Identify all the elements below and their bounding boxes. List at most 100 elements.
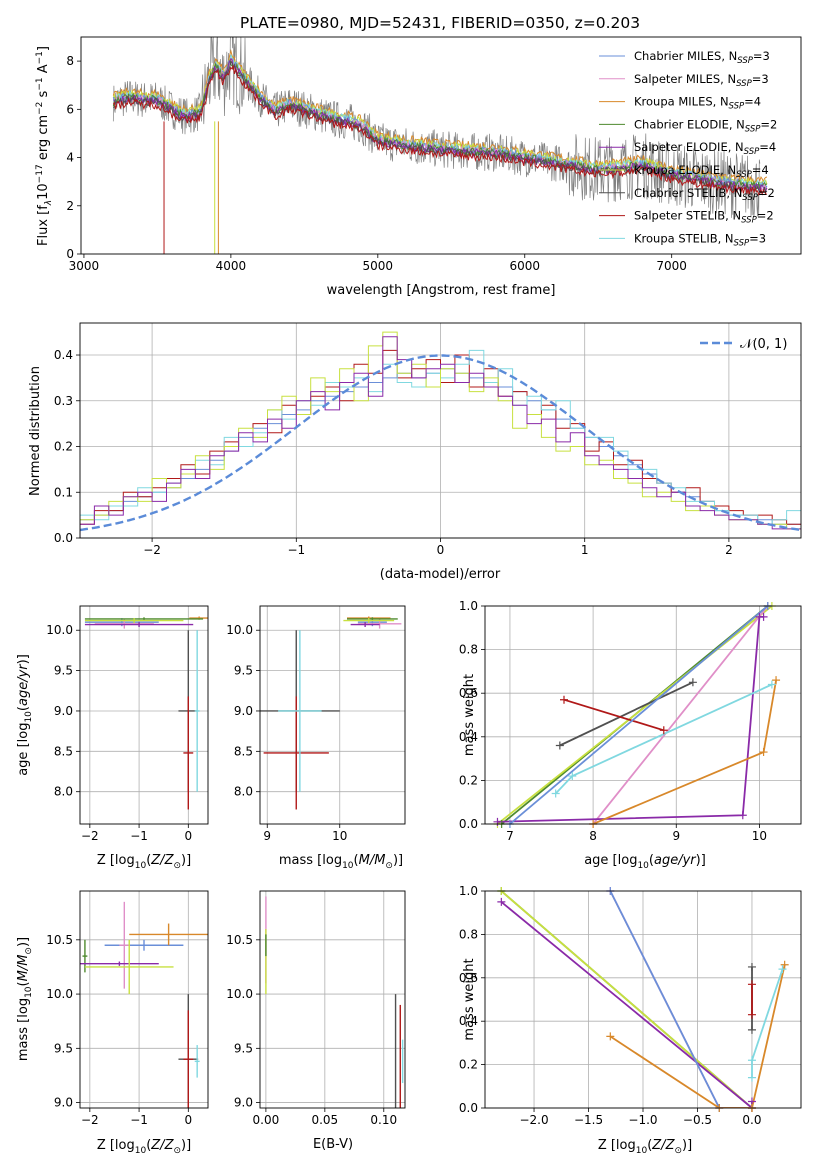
- legend-n: =2: [760, 117, 777, 131]
- legend-n: =4: [759, 140, 776, 154]
- series-kroupa-stelib: [555, 683, 773, 795]
- label-part: 10: [24, 986, 34, 998]
- y-tick-label: 9.5: [54, 1041, 73, 1055]
- x-tick-label: 2: [725, 543, 733, 557]
- label-part: ⊙: [385, 861, 393, 871]
- y-tick-label: 10.5: [226, 933, 253, 947]
- y-label-part: λ: [44, 200, 54, 206]
- y-label-part: −17: [35, 164, 45, 183]
- y-tick-label: 0.4: [459, 1014, 478, 1028]
- y-tick-label: 1.0: [459, 599, 478, 613]
- x-tick-label: 5000: [363, 259, 394, 273]
- series-chabrier-stelib: [559, 681, 694, 747]
- legend-label: Salpeter ELODIE, NSSP=4: [634, 140, 776, 157]
- marker-plus: [747, 1010, 756, 1019]
- legend-sub: SSP: [742, 193, 758, 203]
- x-tick-label: −2: [81, 1113, 99, 1127]
- label-part: mass [log: [279, 853, 342, 868]
- x-tick-label: 7000: [656, 259, 687, 273]
- y-label-part: s: [36, 90, 51, 101]
- chart-title: PLATE=0980, MJD=52431, FIBERID=0350, z=0…: [240, 14, 640, 32]
- panel-mass-vs-EBV: 0.00 0.05 0.10 9.0 9.5 10.0 10.5 E(B-V): [226, 890, 406, 1152]
- panel-spectrum: 3000 4000 5000 6000 7000 0 2 4 6 8 wavelength [Ang…: [35, 36, 802, 298]
- legend-text: Salpeter STELIB, N: [634, 209, 741, 223]
- label-part: mass [log: [16, 998, 31, 1061]
- label-part: Z/Z: [150, 1138, 174, 1153]
- y-tick-label: 9.0: [234, 704, 253, 718]
- y-tick-label: 9.0: [54, 1096, 73, 1110]
- y-axis-label: mass [log10(M/M⊙)]: [16, 937, 34, 1061]
- y-tick-label: 0.8: [459, 927, 478, 941]
- legend-text: Chabrier ELODIE, N: [634, 117, 745, 131]
- x-tick-label: 8: [589, 829, 597, 843]
- label-part: )]: [696, 853, 706, 868]
- legend-sub: SSP: [734, 238, 750, 248]
- y-tick-label: 0.4: [459, 730, 478, 744]
- x-tick-label: 7: [506, 829, 514, 843]
- legend-text: Kroupa ELODIE, N: [634, 163, 736, 177]
- series-salpeter-miles: [609, 891, 752, 1108]
- y-tick-label: 4: [66, 151, 74, 165]
- x-tick-label: −1.5: [574, 1113, 603, 1127]
- x-tick-label: 4000: [216, 259, 247, 273]
- x-axis-label: age [log10(age/yr)]: [584, 853, 706, 871]
- label-part: age/yr: [654, 853, 697, 868]
- y-tick-label: 9.0: [54, 704, 73, 718]
- legend-n: =4: [744, 95, 761, 109]
- label-part: (: [146, 1138, 151, 1153]
- x-tick-label: −1: [130, 1113, 148, 1127]
- y-axis-label: age [log10(age/yr)]: [16, 654, 34, 776]
- x-tick-label: 0: [437, 543, 445, 557]
- x-axis-label: Z [log10(Z/Z⊙)]: [598, 1138, 692, 1156]
- marker-plus: [759, 748, 768, 757]
- panel-residual-histogram: −2 −1 0 1 2 0.0 0.1 0.2 0.3 0.4 (data-model)/error…: [28, 322, 802, 582]
- series-salpeter-miles: [592, 606, 769, 824]
- label-part: Z/Z: [150, 853, 174, 868]
- label-part: Z [log: [97, 853, 135, 868]
- y-tick-label: 0.2: [54, 440, 73, 454]
- y-label-part: ]: [36, 46, 51, 51]
- label-part: age [log: [16, 723, 31, 776]
- axes-frame: [79, 605, 209, 825]
- y-tick-label: 0.6: [459, 686, 478, 700]
- x-tick-label: 0.10: [370, 1113, 397, 1127]
- legend-text: Chabrier MILES, N: [634, 49, 737, 63]
- x-tick-label: −1: [130, 829, 148, 843]
- x-axis-label: (data-model)/error: [380, 567, 501, 582]
- legend-n: =3: [753, 49, 770, 63]
- x-axis-label: E(B-V): [313, 1137, 353, 1152]
- y-tick-label: 10.0: [46, 987, 73, 1001]
- label-part: )]: [181, 853, 191, 868]
- model-salpeter-elodie: [113, 57, 768, 193]
- histogram-kroupa-elodie: [80, 331, 801, 538]
- y-tick-label: 0.4: [54, 348, 73, 362]
- y-tick-label: 8.5: [234, 744, 253, 758]
- x-axis-label: wavelength [Angstrom, rest frame]: [327, 283, 556, 298]
- label-part: )]: [16, 937, 31, 947]
- legend-label: Chabrier MILES, NSSP=3: [634, 49, 770, 66]
- legend-label: Salpeter MILES, NSSP=3: [634, 72, 769, 89]
- y-tick-label: 9.5: [234, 664, 253, 678]
- label-part: 10: [342, 861, 354, 871]
- marker-plus: [747, 1073, 756, 1082]
- legend-n: =3: [749, 231, 766, 245]
- plot-area-age-vs-Z: [84, 616, 208, 810]
- y-tick-label: 0.6: [459, 971, 478, 985]
- label-part: )]: [682, 1138, 692, 1153]
- label-part: age/yr: [16, 663, 31, 706]
- x-tick-label: −2: [81, 829, 99, 843]
- y-tick-label: 2: [66, 199, 74, 213]
- marker-plus: [606, 1032, 615, 1041]
- axes-frame: [484, 890, 802, 1109]
- y-tick-label: 0: [66, 247, 74, 261]
- label-part: (: [354, 853, 359, 868]
- y-label-part: Flux [f: [36, 205, 51, 246]
- label-part: ⊙: [173, 861, 181, 871]
- legend-text: Salpeter MILES, N: [634, 72, 736, 86]
- x-axis-label: Z [log10(Z/Z⊙)]: [97, 853, 191, 871]
- legend-sub: SSP: [737, 56, 753, 66]
- histogram-salpeter-elodie: [80, 336, 801, 538]
- panel-mass-weight-vs-age: 7 8 9 10 0.0 0.2 0.4 0.6 0.8 1.0 mass weight age [l…: [459, 599, 802, 871]
- series-salpeter-stelib: [563, 698, 665, 732]
